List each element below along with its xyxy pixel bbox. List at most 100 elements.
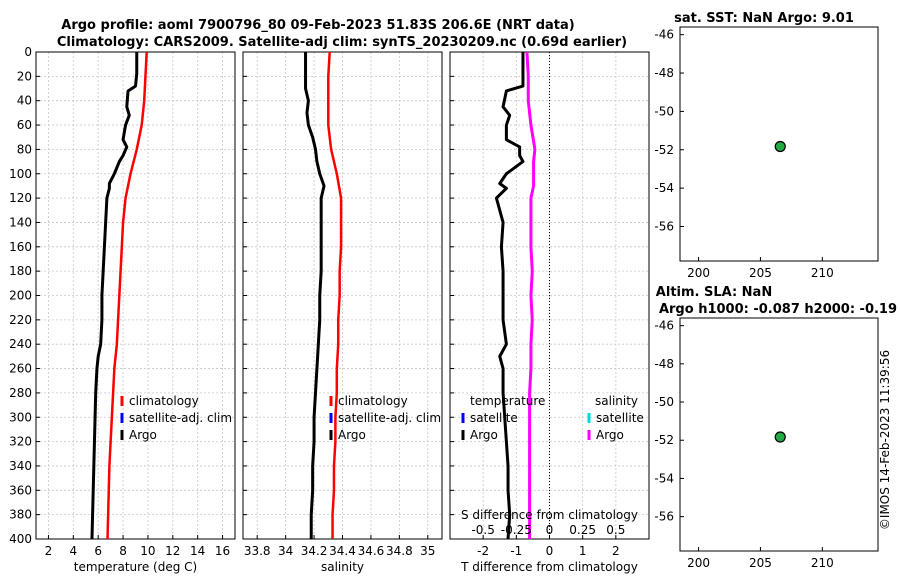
x-tick-label: 8 [119,544,127,558]
x-tick-label: 210 [811,556,834,570]
y-tick-label: 0 [24,45,32,59]
y-tick-label: 380 [9,508,32,522]
top-tick-label: -0.25 [501,523,532,537]
x-axis-label: salinity [321,560,364,574]
sst-map-title: sat. SST: NaN Argo: 9.01 [674,11,854,26]
y-tick-label: 360 [9,483,32,497]
x-tick-label: 35 [420,544,435,558]
y-tick-label: 180 [9,264,32,278]
y-tick-label: 20 [17,69,32,83]
x-tick-label: 205 [749,266,772,280]
y-tick-label: 240 [9,337,32,351]
y-tick-label: -56 [654,219,674,233]
y-tick-label: -54 [654,471,674,485]
salinity-panel: 33.8 34 34.2 34.4 34.6 34.8 35 salinity climatol… [242,51,443,574]
x-tick-label: 34.4 [329,544,356,558]
legend-label: Argo [470,428,498,442]
y-tick-label: 400 [9,532,32,546]
legend-label: climatology [338,394,408,408]
y-tick-label: 160 [9,240,32,254]
x-tick-label: 10 [140,544,155,558]
y-tick-label: -50 [654,104,674,118]
legend-label: satellite [470,411,518,425]
y-tick-label: 340 [9,459,32,473]
y-tick-label: 260 [9,362,32,376]
imos-credit: ©IMOS 14-Feb-2023 11:39:56 [878,350,892,530]
y-tick-label: -48 [654,357,674,371]
y-tick-label: 140 [9,215,32,229]
x-tick-label: 6 [94,544,102,558]
legend-label: Argo [596,428,624,442]
y-tick-label: 300 [9,410,32,424]
y-tick-label: 200 [9,289,32,303]
x-tick-label: 33.8 [244,544,271,558]
x-tick-label: 14 [190,544,205,558]
sla-map-panel: -46 -48 -50 -52 -54 -56 200 205 210 [654,317,879,570]
legend-label: climatology [129,394,199,408]
temperature-panel: 2 4 6 8 10 12 14 16 temperature (deg C) 0 20 40 60 80… [9,45,236,574]
figure-title-line2: Climatology: CARS2009. Satellite-adj cli… [57,35,627,50]
legend-label: satellite [596,411,644,425]
x-tick-label: 210 [811,266,834,280]
x-tick-label: 12 [165,544,180,558]
top-tick-label: 0.5 [606,523,625,537]
x-tick-label: 16 [215,544,230,558]
x-tick-label: 34.2 [301,544,328,558]
legend-label: Argo [338,428,366,442]
x-tick-label: 1 [579,544,587,558]
x-tick-label: 200 [687,266,710,280]
y-tick-label: 280 [9,386,32,400]
difference-panel: -2 -1 0 1 2 T difference from climatology S di… [449,51,650,574]
series-t-diff-line [494,52,525,540]
argo-position-marker [774,140,786,153]
y-tick-label: 320 [9,435,32,449]
sst-map-panel: -46 -48 -50 -52 -54 -56 200 205 210 [654,26,879,280]
map-frame [679,317,879,552]
x-tick-label: 34 [278,544,293,558]
x-tick-label: 34.6 [358,544,385,558]
y-tick-label: -50 [654,395,674,409]
sla-map-title-line2: Argo h1000: -0.087 h2000: -0.19 [659,302,897,317]
sla-map-title-line1: Altim. SLA: NaN [656,285,772,300]
x-tick-label: -2 [477,544,489,558]
x-axis-label: temperature (deg C) [74,560,197,574]
y-tick-label: 80 [17,142,32,156]
legend-title: salinity [595,394,638,408]
y-tick-label: 40 [17,94,32,108]
x-tick-label: 205 [749,556,772,570]
x-tick-label: -1 [510,544,522,558]
x-tick-label: 0 [546,544,554,558]
top-tick-label: -0.5 [471,523,494,537]
x-tick-label: 2 [45,544,53,558]
top-tick-label: 0 [546,523,554,537]
y-tick-label: -54 [654,181,674,195]
y-tick-label: 220 [9,313,32,327]
x-tick-label: 34.8 [386,544,413,558]
series-argo-line [304,52,326,539]
y-tick-label: -46 [654,319,674,333]
legend-title: temperature [470,394,545,408]
y-tick-label: 100 [9,167,32,181]
y-tick-label: -56 [654,510,674,524]
figure-title-line1: Argo profile: aoml 7900796_80 09-Feb-202… [61,18,574,33]
series-argo-line [90,52,139,540]
y-tick-label: -48 [654,66,674,80]
x-tick-label: 2 [612,544,620,558]
series-climatology-line [106,51,148,540]
y-tick-label: -46 [654,28,674,42]
x-axis-label: T difference from climatology [460,560,638,574]
y-tick-label: 60 [17,118,32,132]
legend-label: satellite-adj. clim [338,411,441,425]
argo-position-marker [774,431,786,443]
top-axis-label: S difference from climatology [461,508,638,522]
legend-label: satellite-adj. clim [129,411,232,425]
y-tick-label: 120 [9,191,32,205]
y-tick-label: -52 [654,143,674,157]
x-tick-label: 200 [687,556,710,570]
top-tick-label: 0.25 [569,523,596,537]
map-frame [679,26,879,262]
series-climatology-line [327,51,343,539]
legend-label: Argo [129,428,157,442]
series-s-diff-line [525,51,537,539]
